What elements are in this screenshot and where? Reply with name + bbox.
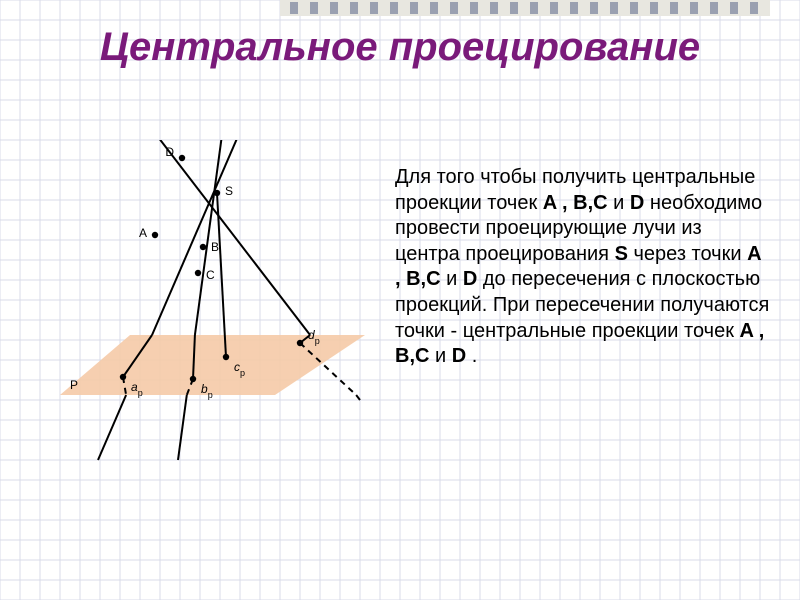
svg-text:P: P (70, 378, 78, 392)
point-d: D (452, 345, 466, 367)
top-bar (0, 0, 800, 16)
text-frag: и (608, 192, 630, 214)
svg-text:C: C (206, 268, 215, 282)
text-frag: через точки (628, 243, 747, 265)
svg-text:D: D (165, 145, 174, 159)
svg-text:A: A (139, 226, 147, 240)
page-title: Центральное проецирование (0, 26, 800, 68)
text-frag: и (429, 345, 451, 367)
diagram-svg: PDSABCapbpcpdp (40, 140, 380, 480)
points-abc: A , B,C (543, 192, 608, 214)
text-frag: и (441, 268, 463, 290)
point-d: D (463, 268, 477, 290)
text-frag: . (466, 345, 477, 367)
point-d: D (630, 192, 644, 214)
svg-text:S: S (225, 184, 233, 198)
svg-text:B: B (211, 240, 219, 254)
top-bar-svg (0, 0, 800, 16)
body-text: Для того чтобы получить центральные прое… (395, 165, 770, 370)
projection-diagram: PDSABCapbpcpdp (40, 140, 380, 480)
point-s: S (615, 243, 628, 265)
